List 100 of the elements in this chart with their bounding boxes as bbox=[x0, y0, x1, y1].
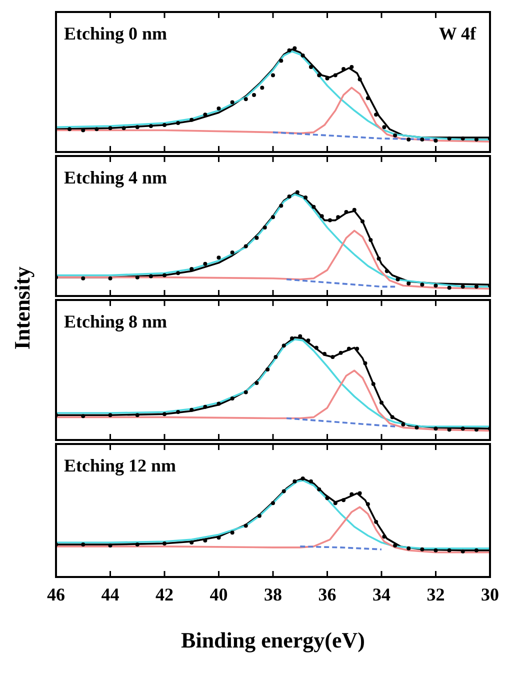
point bbox=[434, 138, 438, 143]
chart-title: Etching 8 nm bbox=[64, 312, 168, 332]
x-tick-label: 46 bbox=[47, 584, 65, 604]
point bbox=[382, 534, 386, 539]
point bbox=[384, 269, 389, 274]
point bbox=[342, 498, 346, 502]
point bbox=[355, 346, 360, 351]
x-tick-label: 38 bbox=[264, 584, 282, 604]
point bbox=[312, 204, 316, 209]
point bbox=[135, 413, 140, 418]
point bbox=[314, 346, 318, 350]
point bbox=[317, 487, 322, 492]
point bbox=[393, 133, 398, 138]
point bbox=[203, 404, 208, 409]
point bbox=[363, 361, 368, 366]
point bbox=[287, 48, 292, 52]
x-tick-label: 36 bbox=[318, 584, 336, 604]
point bbox=[338, 350, 343, 355]
point bbox=[254, 380, 259, 385]
point bbox=[414, 426, 419, 430]
point bbox=[420, 282, 424, 287]
y-axis-title: Intensity bbox=[10, 266, 36, 350]
point bbox=[368, 238, 373, 242]
point bbox=[447, 136, 452, 141]
point bbox=[295, 190, 300, 194]
point bbox=[333, 73, 338, 78]
point bbox=[135, 542, 140, 546]
point bbox=[447, 286, 452, 290]
point bbox=[474, 548, 478, 552]
point bbox=[352, 208, 356, 212]
point bbox=[244, 390, 248, 394]
point bbox=[434, 548, 438, 552]
point bbox=[108, 413, 112, 418]
x-tick-label: 44 bbox=[101, 584, 120, 604]
point bbox=[203, 112, 208, 117]
point bbox=[81, 414, 86, 418]
x-tick-label: 32 bbox=[426, 584, 445, 604]
point bbox=[148, 124, 153, 128]
point bbox=[108, 126, 112, 130]
point bbox=[244, 244, 248, 248]
x-tick-label: 34 bbox=[372, 584, 390, 604]
point bbox=[260, 86, 264, 90]
point bbox=[148, 274, 153, 278]
point bbox=[325, 496, 330, 500]
point bbox=[216, 402, 221, 406]
point bbox=[317, 73, 322, 78]
point bbox=[271, 73, 275, 78]
chart-title: Etching 0 nm bbox=[64, 24, 168, 44]
point bbox=[401, 422, 406, 426]
point bbox=[203, 262, 208, 266]
point bbox=[254, 236, 259, 240]
point bbox=[350, 492, 354, 496]
point bbox=[162, 412, 166, 416]
point bbox=[360, 219, 365, 224]
point bbox=[406, 138, 411, 142]
point bbox=[336, 215, 340, 220]
point bbox=[474, 138, 478, 142]
point bbox=[108, 276, 112, 280]
point bbox=[279, 204, 284, 208]
point bbox=[252, 92, 256, 97]
point bbox=[282, 344, 286, 348]
point bbox=[304, 195, 308, 200]
point bbox=[346, 346, 351, 351]
point bbox=[230, 396, 234, 401]
point bbox=[460, 136, 465, 141]
point bbox=[230, 100, 234, 104]
x-tick-label: 42 bbox=[156, 584, 174, 604]
point bbox=[371, 382, 376, 386]
text: W 4f bbox=[438, 24, 478, 44]
point bbox=[266, 367, 270, 372]
chart-title: Etching 12 nm bbox=[64, 456, 176, 476]
x-tick-label: 40 bbox=[210, 584, 228, 604]
x-axis-title: Binding energy(eV) bbox=[181, 627, 365, 652]
point bbox=[176, 271, 180, 276]
point bbox=[358, 491, 362, 496]
point bbox=[328, 218, 332, 222]
point bbox=[216, 536, 221, 540]
point bbox=[216, 256, 221, 260]
point bbox=[162, 273, 166, 278]
point bbox=[366, 96, 370, 100]
point bbox=[406, 546, 411, 550]
point bbox=[420, 547, 424, 552]
point bbox=[447, 548, 452, 552]
x-tick-label: 30 bbox=[481, 584, 499, 604]
point bbox=[176, 410, 180, 414]
point bbox=[460, 549, 465, 554]
point bbox=[380, 400, 384, 405]
point bbox=[434, 284, 438, 288]
point bbox=[271, 501, 275, 506]
point bbox=[366, 502, 370, 506]
point bbox=[230, 250, 234, 254]
point bbox=[460, 426, 465, 431]
point bbox=[122, 126, 126, 130]
point bbox=[244, 524, 248, 528]
point bbox=[308, 479, 313, 484]
point bbox=[374, 520, 378, 524]
point bbox=[406, 282, 411, 286]
point bbox=[190, 540, 194, 545]
point bbox=[420, 138, 424, 142]
point bbox=[434, 426, 438, 431]
